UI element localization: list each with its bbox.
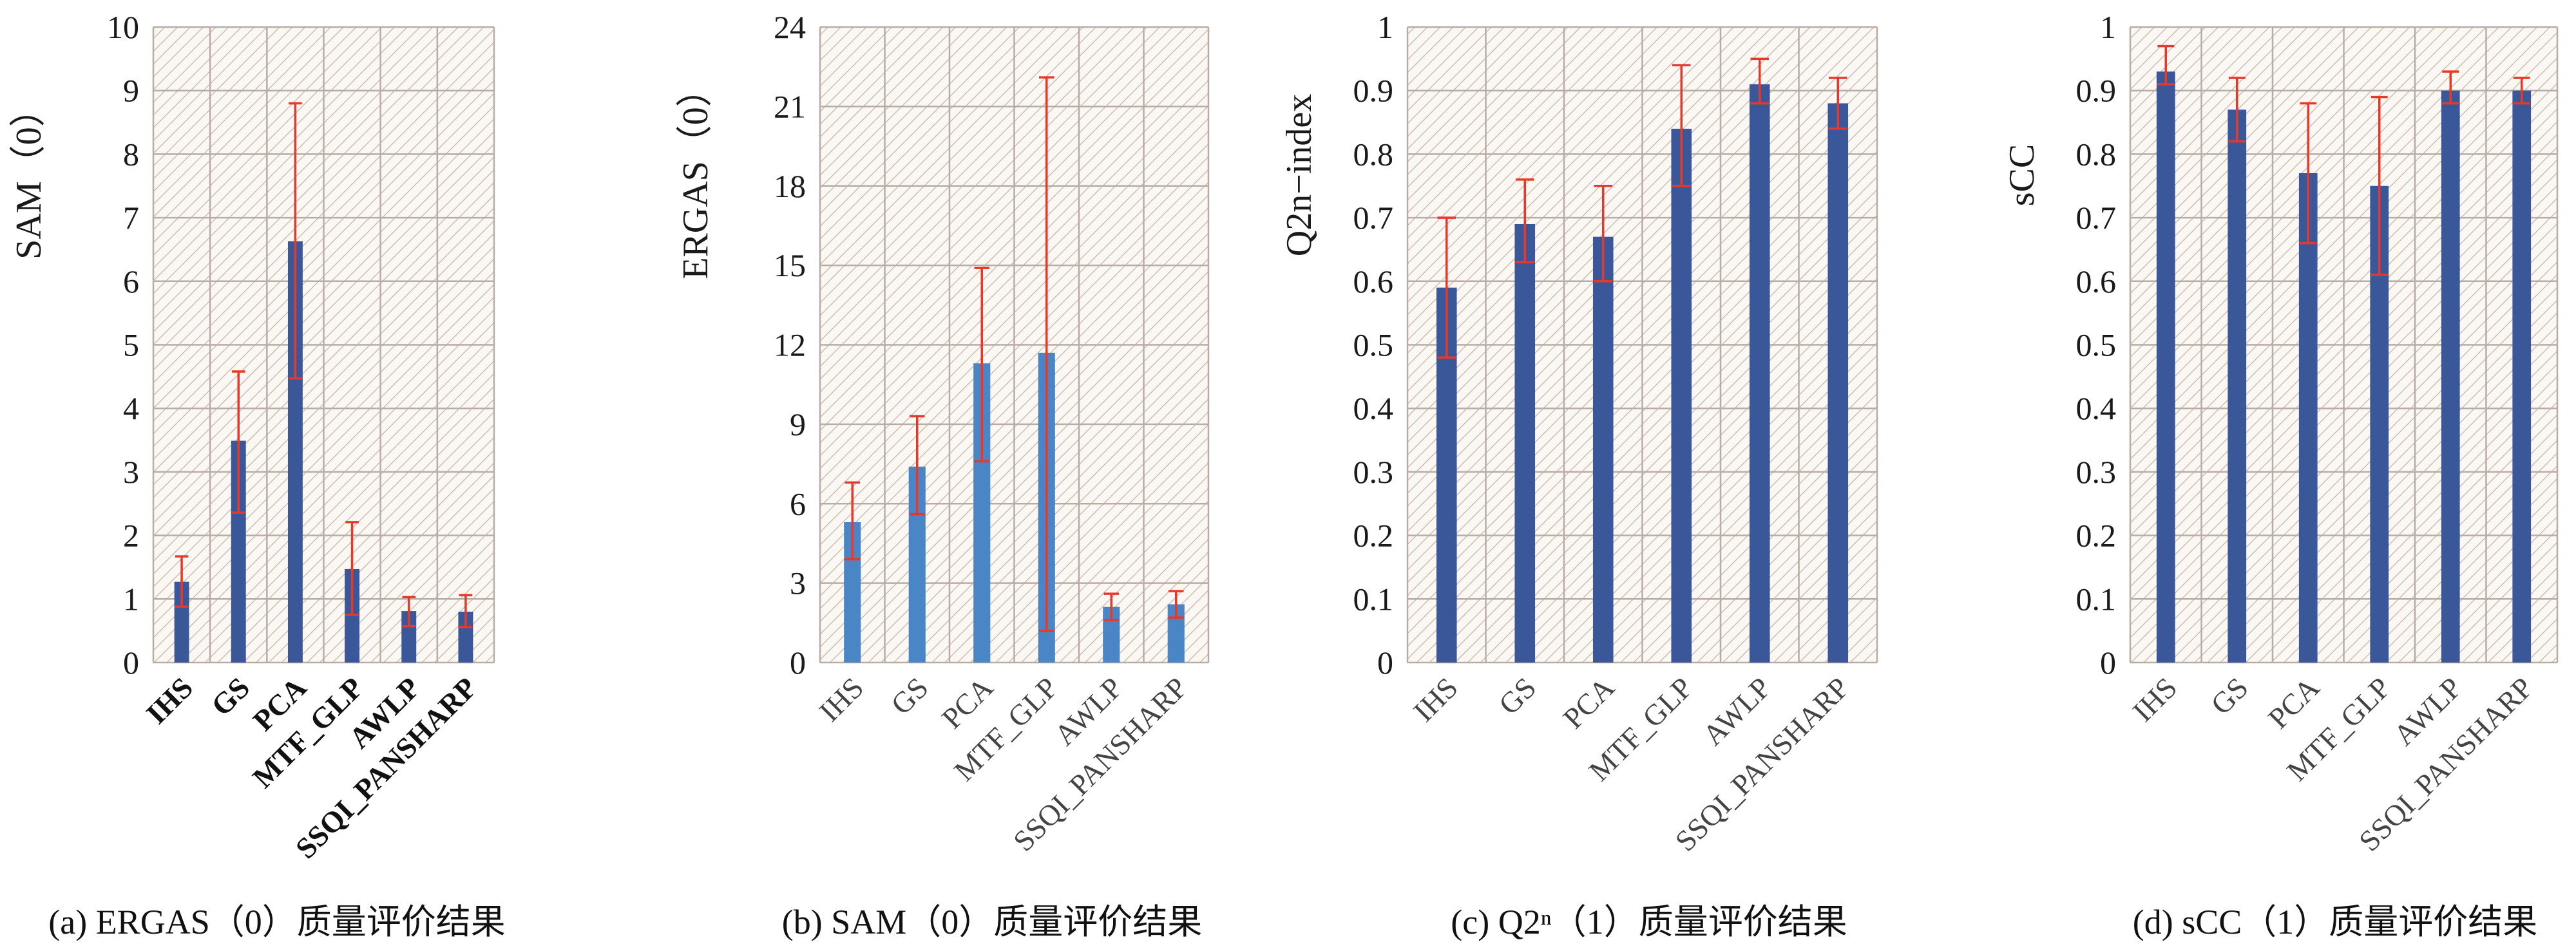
y-axis-label: Q2n−index: [1279, 94, 1319, 256]
panel-caption: (b) SAM（0）质量评价结果: [782, 903, 1203, 941]
x-tick-label: IHS: [2126, 671, 2183, 728]
y-tick-label: 0.8: [2076, 136, 2117, 172]
y-tick-label: 6: [123, 263, 139, 299]
y-tick-label: 0.9: [1353, 73, 1394, 109]
bar: [1671, 128, 1692, 663]
y-tick-label: 0.7: [2076, 200, 2117, 236]
bar: [2512, 90, 2532, 663]
y-tick-label: 0.1: [2076, 581, 2117, 617]
x-tick-label: IHS: [1407, 671, 1464, 728]
chart-panel-3: 0 0.1 0.2 0.3 0.4 0.5 0.6 0.7 0.8 0.9 1 Q2n−index IH…: [1279, 9, 1878, 941]
y-tick-label: 0: [2100, 645, 2116, 681]
y-tick-label: 7: [123, 200, 139, 236]
y-tick-label: 0: [1377, 645, 1393, 681]
y-axis-label: SAM（0）: [9, 91, 49, 259]
panel-caption: (d) sCC（1）质量评价结果: [2133, 903, 2538, 941]
y-tick-label: 0.1: [1353, 581, 1394, 617]
x-tick-label: IHS: [140, 671, 199, 730]
bar: [231, 440, 246, 663]
y-tick-label: 0.2: [1353, 518, 1394, 554]
bar: [2298, 173, 2318, 663]
x-tick-label: GS: [884, 671, 935, 721]
y-tick-label: 0.3: [2076, 454, 2117, 490]
y-tick-label: 5: [123, 327, 139, 363]
y-tick-label: 4: [123, 390, 139, 426]
y-tick-label: 15: [774, 247, 806, 283]
bar: [1827, 103, 1849, 663]
x-tick-label: IHS: [813, 671, 870, 728]
y-tick-label: 12: [774, 327, 806, 363]
panel-caption: (c) Q2ⁿ（1）质量评价结果: [1451, 903, 1847, 941]
x-tick-label: GS: [2204, 671, 2255, 721]
y-tick-label: 1: [2100, 9, 2116, 45]
y-tick-label: 1: [123, 581, 139, 617]
y-axis-label: sCC: [2002, 144, 2042, 207]
bar: [1749, 84, 1770, 663]
chart-panel-4: 0 0.1 0.2 0.3 0.4 0.5 0.6 0.7 0.8 0.9 1 sCC IHS GS PCA…: [2002, 9, 2559, 941]
bar: [287, 241, 303, 663]
y-tick-label: 0.3: [1353, 454, 1394, 490]
y-tick-label: 18: [774, 168, 806, 204]
y-tick-label: 6: [790, 485, 806, 522]
y-tick-label: 0.6: [1353, 263, 1394, 299]
y-tick-label: 0: [123, 645, 139, 681]
x-tick-label: PCA: [1556, 671, 1620, 735]
y-tick-label: 0.5: [2076, 327, 2117, 363]
y-tick-label: 10: [107, 9, 139, 45]
y-tick-label: 0.6: [2076, 263, 2117, 299]
y-tick-label: 0.4: [1353, 390, 1394, 426]
bar: [1592, 236, 1614, 663]
y-tick-label: 0.2: [2076, 518, 2117, 554]
bar: [174, 581, 189, 663]
y-tick-label: 1: [1377, 9, 1393, 45]
y-tick-label: 9: [123, 73, 139, 109]
y-tick-label: 0.5: [1353, 327, 1394, 363]
y-axis-label: ERGAS（0）: [676, 71, 716, 279]
bar: [401, 611, 417, 663]
panel-caption: (a) ERGAS（0）质量评价结果: [48, 903, 505, 941]
y-tick-label: 2: [123, 518, 139, 554]
y-tick-label: 0.8: [1353, 136, 1394, 172]
bar: [2156, 71, 2175, 663]
y-tick-label: 0.9: [2076, 73, 2117, 109]
bar: [2441, 90, 2460, 663]
y-tick-label: 8: [123, 136, 139, 172]
y-tick-label: 9: [790, 406, 806, 442]
y-tick-label: 3: [123, 454, 139, 490]
bar: [458, 612, 473, 663]
y-tick-label: 24: [774, 9, 806, 45]
y-tick-label: 3: [790, 565, 806, 601]
y-tick-label: 0.4: [2076, 390, 2117, 426]
x-tick-label: GS: [1493, 671, 1543, 721]
x-tick-label: PCA: [2262, 671, 2325, 735]
y-tick-label: 0.7: [1353, 200, 1394, 236]
y-tick-label: 0: [790, 645, 806, 681]
y-tick-label: 21: [774, 88, 806, 124]
bar: [2228, 109, 2247, 663]
bar: [1514, 223, 1536, 663]
